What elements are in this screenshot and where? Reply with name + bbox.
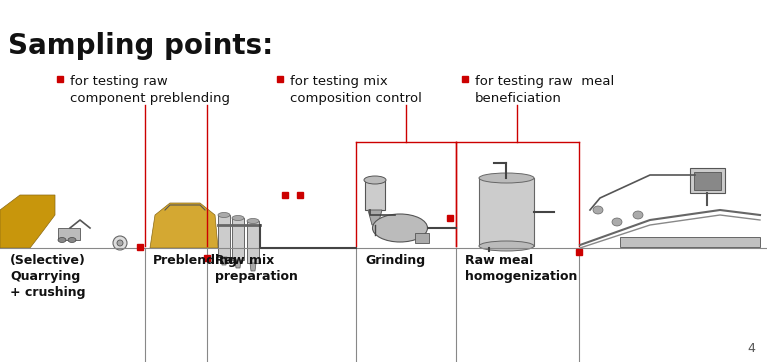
Text: Preblending: Preblending [153,254,238,267]
Polygon shape [368,210,382,225]
Text: for testing raw
component preblending: for testing raw component preblending [70,75,230,105]
Text: Raw meal
homogenization: Raw meal homogenization [465,254,578,283]
Ellipse shape [479,173,534,183]
Ellipse shape [232,215,244,220]
Bar [218,215,230,257]
Text: Sampling points:: Sampling points: [8,32,273,60]
Ellipse shape [58,237,66,243]
Bar [694,172,721,190]
Text: Raw mix
preparation: Raw mix preparation [215,254,298,283]
Ellipse shape [593,206,603,214]
Polygon shape [0,195,55,248]
Ellipse shape [373,214,427,242]
Ellipse shape [218,212,230,218]
Ellipse shape [364,176,386,184]
Ellipse shape [68,237,76,243]
Ellipse shape [633,211,643,219]
Ellipse shape [113,236,127,250]
Ellipse shape [117,240,123,246]
Bar [365,180,385,210]
Bar [247,221,259,263]
Text: (Selective)
Quarrying
+ crushing: (Selective) Quarrying + crushing [10,254,86,299]
Bar [479,178,534,246]
Bar [415,233,429,243]
Text: for testing raw  meal
beneficiation: for testing raw meal beneficiation [475,75,614,105]
Bar [58,228,80,240]
Bar [620,237,760,247]
Ellipse shape [479,241,534,251]
Text: Grinding: Grinding [365,254,425,267]
Bar [232,218,244,260]
Polygon shape [221,257,227,265]
Polygon shape [235,260,241,268]
Bar [690,168,725,193]
Text: for testing mix
composition control: for testing mix composition control [290,75,422,105]
Ellipse shape [612,218,622,226]
Text: 4: 4 [747,342,755,355]
Polygon shape [150,203,218,248]
Ellipse shape [247,219,259,223]
Polygon shape [250,263,256,271]
